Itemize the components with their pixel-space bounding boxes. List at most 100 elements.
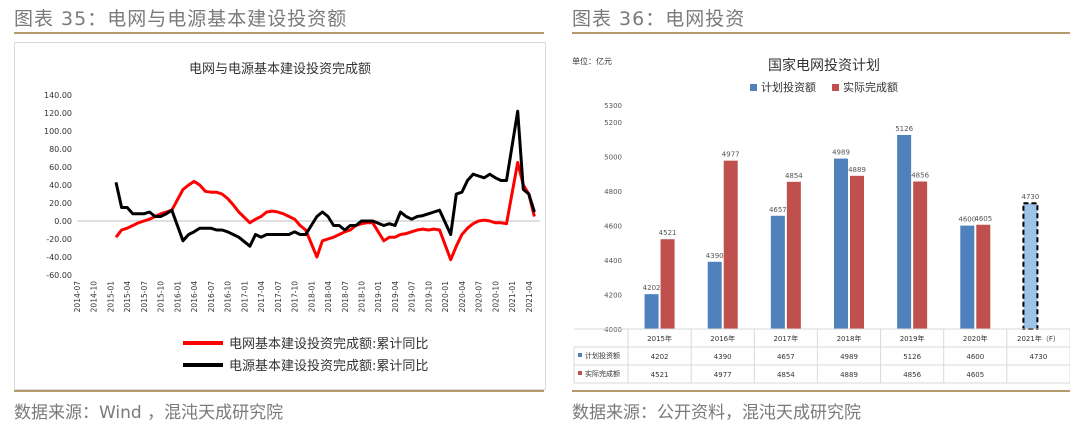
x-tick-label: 2021-04 <box>525 281 534 313</box>
y-tick-label: 0.00 <box>54 217 72 226</box>
table-cell: 4989 <box>840 353 858 361</box>
left-caption-rule <box>14 32 544 34</box>
x-tick-label: 2018-07 <box>341 281 350 313</box>
table-cell: 4600 <box>966 353 984 361</box>
table-cell: 4521 <box>651 371 669 379</box>
table-row-swatch <box>578 353 582 357</box>
plan-bar <box>960 225 975 329</box>
x-tick-label: 2018-01 <box>307 281 316 313</box>
x-tick-label: 2021-01 <box>508 281 517 313</box>
x-tick-label: 2015-07 <box>140 281 149 313</box>
table-cell: 4977 <box>714 371 732 379</box>
y-tick-label: -60.00 <box>46 271 72 280</box>
bar-value-label: 5126 <box>895 125 913 133</box>
y-tick-label: 4200 <box>604 292 622 300</box>
grid-power-investment-chart-panel: 电网与电源基本建设投资完成额 140.00 120.00 100.00 80.00 60… <box>14 42 546 390</box>
x-tick-label: 2020-04 <box>458 281 467 313</box>
bar-value-label: 4854 <box>785 172 803 180</box>
bar-value-label: 4889 <box>848 166 866 174</box>
bar-value-label: 4989 <box>832 149 850 157</box>
legend-swatch <box>750 84 757 91</box>
y-tick-label: -20.00 <box>46 235 72 244</box>
y-tick-label: 4600 <box>604 223 622 231</box>
bar-value-label: 4977 <box>722 151 740 159</box>
bar-value-label: 4657 <box>769 206 787 214</box>
x-tick-label: 2019-07 <box>408 281 417 313</box>
y-tick-label: 5200 <box>604 119 622 127</box>
x-category-label: 2017年 <box>773 334 798 343</box>
power-investment-line <box>114 109 536 248</box>
bar-value-label: 4521 <box>659 229 677 237</box>
x-tick-label: 2017-10 <box>291 281 300 313</box>
plan-bar <box>770 215 785 329</box>
plan-bar <box>834 158 848 329</box>
x-category-label: 2016年 <box>710 334 735 343</box>
left-figure-source: 数据来源：Wind ，混沌天成研究院 <box>14 403 284 423</box>
table-cell: 4390 <box>714 353 732 361</box>
right-figure-source: 数据来源：公开资料，混沌天成研究院 <box>572 403 861 423</box>
x-tick-label: 2018-04 <box>324 281 333 313</box>
unit-label: 单位：亿元 <box>572 56 612 66</box>
state-grid-bar-chart: 单位：亿元 国家电网投资计划 计划投资额 实际完成额 53005200500048… <box>572 56 1071 384</box>
bar-value-label: 4390 <box>706 252 724 260</box>
table-cell: 4856 <box>903 371 921 379</box>
legend-label: 电网基本建设投资完成额:累计同比 <box>229 336 428 352</box>
x-tick-label: 2017-01 <box>240 281 249 313</box>
x-tick-label: 2019-10 <box>424 281 433 313</box>
x-tick-label: 2019-04 <box>391 281 400 313</box>
x-tick-label: 2014-10 <box>90 281 99 313</box>
x-category-label: 2018年 <box>837 334 862 343</box>
bar-value-label: 4856 <box>911 172 929 180</box>
x-tick-label: 2015-10 <box>157 281 166 313</box>
table-cell: 4889 <box>840 371 858 379</box>
legend-label: 实际完成额 <box>843 80 898 94</box>
bar-value-label: 4605 <box>974 215 992 223</box>
table-cell: 4605 <box>966 371 984 379</box>
x-tick-label: 2016-10 <box>224 281 233 313</box>
actual-bar <box>786 181 801 329</box>
plan-bar <box>644 294 659 329</box>
table-cell: 4657 <box>777 353 795 361</box>
x-tick-label: 2016-04 <box>190 281 199 313</box>
y-tick-label: 120.00 <box>44 109 72 118</box>
table-cell: 4202 <box>651 353 669 361</box>
right-source-rule <box>572 390 1070 392</box>
x-tick-label: 2016-07 <box>207 281 216 313</box>
x-tick-label: 2018-10 <box>357 281 366 313</box>
x-tick-label: 2015-04 <box>123 281 132 313</box>
right-caption-rule <box>572 32 1070 34</box>
y-tick-label: 40.00 <box>49 181 72 190</box>
right-figure-caption: 图表 36：电网投资 <box>572 8 746 30</box>
left-source-rule <box>14 390 544 392</box>
x-category-label: 2015年 <box>647 334 672 343</box>
plan-bar <box>707 261 722 329</box>
x-category-label: 2021年（F） <box>1017 334 1060 343</box>
actual-bar <box>850 175 864 329</box>
table-cell: 4730 <box>1030 353 1048 361</box>
x-category-label: 2019年 <box>900 334 925 343</box>
y-tick-label: -40.00 <box>46 253 72 262</box>
bar-chart-title: 国家电网投资计划 <box>768 57 880 74</box>
x-tick-label: 2016-01 <box>173 281 182 313</box>
x-tick-label: 2020-10 <box>491 281 500 313</box>
actual-bar <box>723 160 738 329</box>
x-tick-label: 2020-07 <box>475 281 484 313</box>
grid-investment-line <box>114 161 536 262</box>
actual-bar <box>660 239 675 329</box>
y-tick-label: 140.00 <box>44 91 72 100</box>
grid-power-line-chart: 电网与电源基本建设投资完成额 140.00 120.00 100.00 80.00 60… <box>44 61 540 374</box>
bar-value-label: 4730 <box>1022 193 1040 201</box>
table-cell: 4854 <box>777 371 795 379</box>
actual-bar <box>913 181 928 329</box>
y-tick-label: 5000 <box>604 154 622 162</box>
legend-label: 计划投资额 <box>761 80 816 94</box>
x-tick-label: 2017-04 <box>257 281 266 313</box>
y-tick-label: 80.00 <box>49 145 72 154</box>
x-tick-label: 2019-01 <box>374 281 383 313</box>
x-category-label: 2020年 <box>963 334 988 343</box>
left-figure-caption: 图表 35：电网与电源基本建设投资额 <box>14 8 348 30</box>
bar-value-label: 4202 <box>643 284 661 292</box>
x-tick-label: 2014-07 <box>73 281 82 313</box>
y-tick-label: 100.00 <box>44 127 72 136</box>
table-row-label: 实际完成额 <box>585 369 620 378</box>
